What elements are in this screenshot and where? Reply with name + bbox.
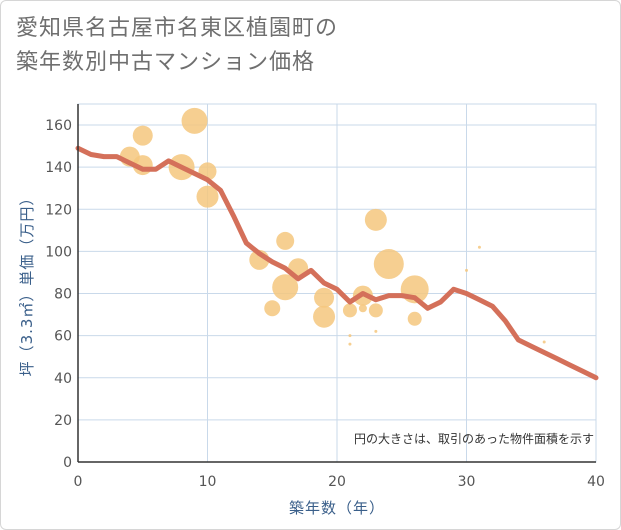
bubble-point (358, 304, 367, 313)
bubble-point (276, 231, 295, 250)
y-tick-label: 40 (54, 371, 72, 387)
bubble-series (119, 107, 546, 346)
y-tick-label: 160 (45, 118, 72, 134)
x-axis-label: 築年数（年） (289, 499, 385, 517)
x-tick-label: 10 (199, 474, 217, 490)
y-tick-label: 140 (45, 160, 72, 176)
bubble-point (196, 185, 219, 208)
x-tick-label: 20 (328, 474, 346, 490)
y-axis-label: 坪（3.3㎡）単価（万円） (18, 190, 36, 377)
y-tick-label: 100 (45, 244, 72, 260)
trend-line (75, 145, 599, 381)
bubble-point (374, 329, 378, 333)
bubble-point (313, 305, 336, 328)
bubble-point (368, 303, 383, 318)
x-tick-label: 40 (587, 474, 605, 490)
bubble-point (477, 245, 481, 249)
bubble-point (373, 249, 404, 280)
chart-title: 愛知県名古屋市名東区植園町の 築年数別中古マンション価格 (16, 12, 338, 80)
bubble-point (181, 107, 208, 134)
bubble-point (264, 300, 281, 317)
x-tick-label: 30 (458, 474, 476, 490)
bubble-point (342, 303, 357, 318)
trend-line-group (75, 145, 599, 381)
title-line-2: 築年数別中古マンション価格 (16, 50, 316, 75)
bubble-point (132, 125, 153, 146)
y-tick-label: 20 (54, 413, 72, 429)
axes (77, 104, 596, 463)
bubble-point (542, 340, 546, 344)
bubble-point (348, 334, 352, 338)
grid (77, 103, 597, 463)
y-tick-label: 120 (45, 202, 72, 218)
bubble-point (314, 287, 335, 308)
bubble-point (348, 342, 352, 346)
bubble-point (272, 274, 299, 301)
y-tick-label: 0 (63, 455, 72, 471)
size-note: 円の大きさは、取引のあった物件面積を示す (354, 431, 594, 446)
title-line-1: 愛知県名古屋市名東区植園町の (16, 16, 339, 41)
bubble-point (465, 268, 468, 272)
y-tick-label: 80 (54, 287, 72, 303)
bubble-point (364, 208, 387, 231)
tick-labels: 0 20 40 60 80 100 120 140 160 0 10 20 30 40 (45, 118, 605, 490)
x-tick-label: 0 (74, 474, 83, 490)
y-tick-label: 60 (54, 329, 72, 345)
bubble-point (407, 311, 422, 326)
